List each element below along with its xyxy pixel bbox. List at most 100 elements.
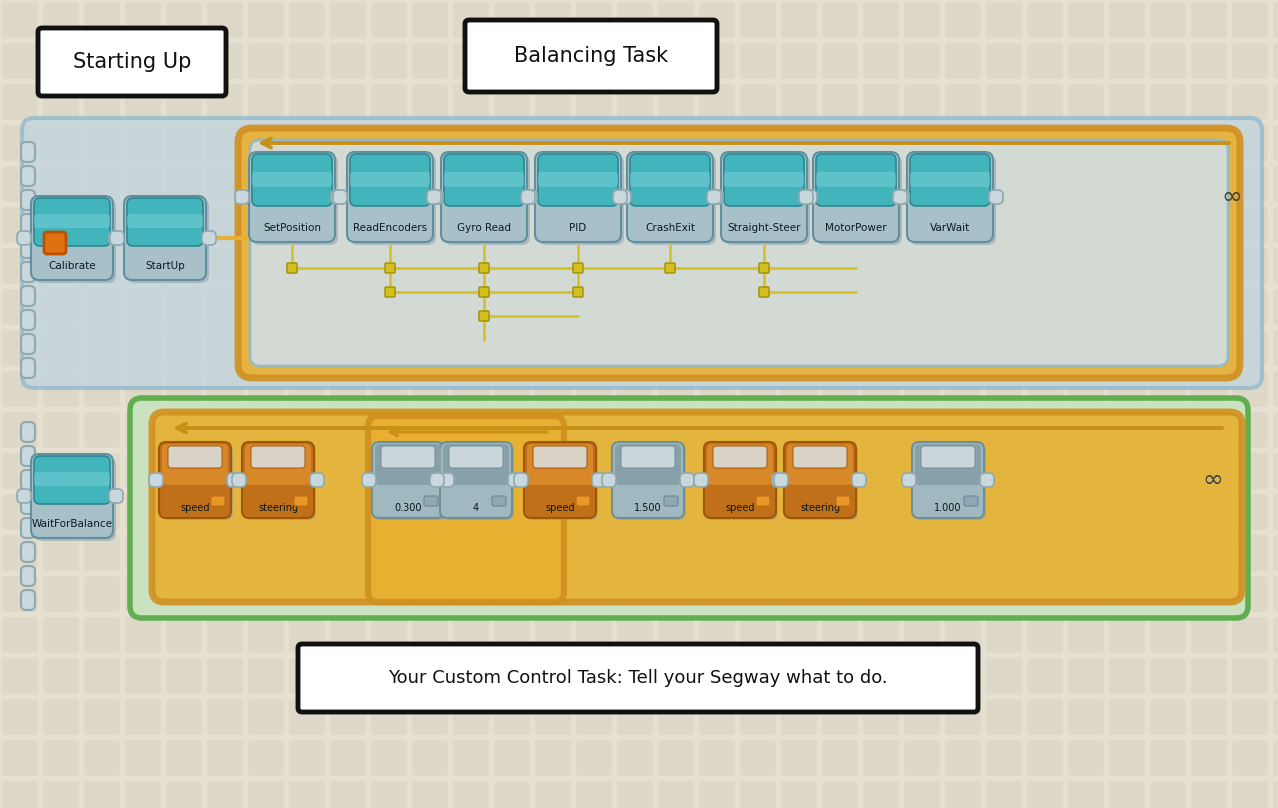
FancyBboxPatch shape [20,358,35,378]
Text: Starting Up: Starting Up [73,52,192,72]
FancyBboxPatch shape [84,576,120,612]
FancyBboxPatch shape [1191,617,1227,653]
Text: Your Custom Control Task: Tell your Segway what to do.: Your Custom Control Task: Tell your Segw… [389,669,888,687]
FancyBboxPatch shape [452,330,489,366]
FancyBboxPatch shape [166,576,202,612]
FancyBboxPatch shape [904,781,941,808]
FancyBboxPatch shape [1109,248,1145,284]
FancyBboxPatch shape [1232,781,1268,808]
Text: steering: steering [258,503,298,513]
FancyBboxPatch shape [658,84,694,120]
FancyBboxPatch shape [84,699,120,735]
FancyBboxPatch shape [238,128,1240,378]
FancyBboxPatch shape [495,576,530,612]
FancyBboxPatch shape [248,84,284,120]
FancyBboxPatch shape [381,446,435,468]
FancyBboxPatch shape [863,494,898,530]
FancyBboxPatch shape [1068,658,1104,694]
FancyBboxPatch shape [781,740,817,776]
FancyBboxPatch shape [1273,781,1278,808]
FancyBboxPatch shape [740,453,776,489]
FancyBboxPatch shape [863,699,898,735]
FancyBboxPatch shape [1273,494,1278,530]
FancyBboxPatch shape [20,590,35,610]
FancyBboxPatch shape [3,781,38,808]
FancyBboxPatch shape [1232,43,1268,79]
FancyBboxPatch shape [1028,289,1063,325]
FancyBboxPatch shape [492,496,506,506]
FancyBboxPatch shape [815,155,902,245]
FancyBboxPatch shape [781,84,817,120]
FancyBboxPatch shape [658,289,694,325]
FancyBboxPatch shape [252,172,332,187]
FancyBboxPatch shape [1028,43,1063,79]
FancyBboxPatch shape [863,781,898,808]
FancyBboxPatch shape [368,416,564,602]
FancyBboxPatch shape [781,330,817,366]
FancyBboxPatch shape [987,43,1022,79]
FancyBboxPatch shape [3,125,38,161]
FancyBboxPatch shape [289,330,325,366]
FancyBboxPatch shape [289,781,325,808]
FancyBboxPatch shape [1191,166,1227,202]
FancyBboxPatch shape [443,172,524,187]
FancyBboxPatch shape [658,494,694,530]
FancyBboxPatch shape [987,576,1022,612]
FancyBboxPatch shape [694,473,708,487]
FancyBboxPatch shape [334,190,348,204]
FancyBboxPatch shape [863,740,898,776]
FancyBboxPatch shape [538,154,619,206]
FancyBboxPatch shape [1068,43,1104,79]
FancyBboxPatch shape [1028,658,1063,694]
FancyBboxPatch shape [495,125,530,161]
FancyBboxPatch shape [944,289,982,325]
FancyBboxPatch shape [535,658,571,694]
FancyBboxPatch shape [125,207,161,243]
FancyBboxPatch shape [1109,658,1145,694]
FancyBboxPatch shape [1150,412,1186,448]
FancyBboxPatch shape [125,658,161,694]
FancyBboxPatch shape [248,658,284,694]
FancyBboxPatch shape [412,289,449,325]
FancyBboxPatch shape [125,371,161,407]
FancyBboxPatch shape [987,248,1022,284]
FancyBboxPatch shape [248,248,284,284]
FancyBboxPatch shape [412,453,449,489]
FancyBboxPatch shape [207,658,243,694]
FancyBboxPatch shape [1028,166,1063,202]
FancyBboxPatch shape [371,494,406,530]
FancyBboxPatch shape [944,494,982,530]
FancyBboxPatch shape [1109,699,1145,735]
FancyBboxPatch shape [759,263,769,273]
FancyBboxPatch shape [987,2,1022,38]
FancyBboxPatch shape [248,207,284,243]
FancyBboxPatch shape [166,84,202,120]
FancyBboxPatch shape [781,371,817,407]
FancyBboxPatch shape [576,43,612,79]
FancyBboxPatch shape [127,214,203,228]
FancyBboxPatch shape [443,155,530,245]
FancyBboxPatch shape [822,43,858,79]
FancyBboxPatch shape [535,84,571,120]
FancyBboxPatch shape [904,2,941,38]
FancyBboxPatch shape [424,496,438,506]
FancyBboxPatch shape [1232,412,1268,448]
FancyBboxPatch shape [207,494,243,530]
FancyBboxPatch shape [495,535,530,571]
FancyBboxPatch shape [944,535,982,571]
FancyBboxPatch shape [207,740,243,776]
FancyBboxPatch shape [110,231,124,245]
FancyBboxPatch shape [330,576,366,612]
FancyBboxPatch shape [709,190,723,204]
FancyBboxPatch shape [22,118,1261,388]
FancyBboxPatch shape [1232,330,1268,366]
FancyBboxPatch shape [1068,166,1104,202]
FancyBboxPatch shape [1273,330,1278,366]
FancyBboxPatch shape [781,207,817,243]
FancyBboxPatch shape [248,576,284,612]
FancyBboxPatch shape [783,442,856,518]
FancyBboxPatch shape [1191,576,1227,612]
FancyBboxPatch shape [680,473,694,487]
FancyBboxPatch shape [987,412,1022,448]
FancyBboxPatch shape [863,84,898,120]
